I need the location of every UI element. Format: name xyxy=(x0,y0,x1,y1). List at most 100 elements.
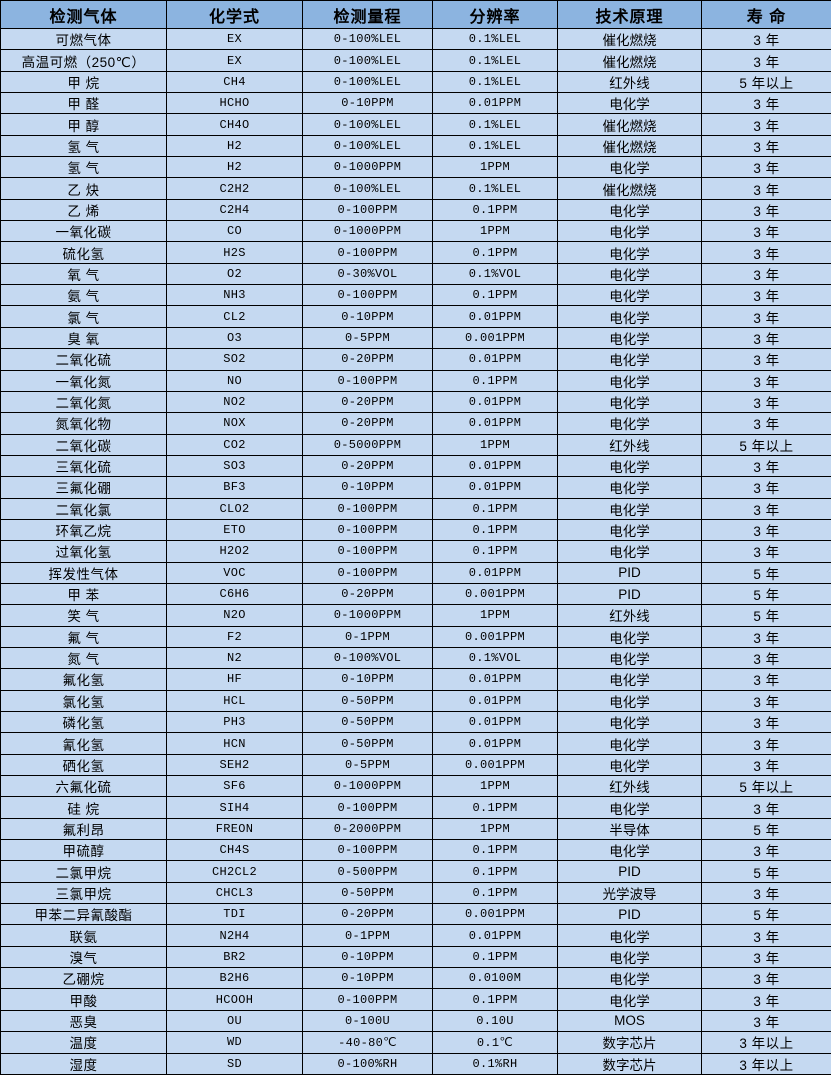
cell-res: 0.01PPM xyxy=(432,689,558,713)
cell-range: 0-1000PPM xyxy=(302,775,433,798)
cell-res: 0.1℃ xyxy=(432,1031,558,1054)
cell-life: 3 年 xyxy=(701,497,831,520)
cell-range: 0-50PPM xyxy=(302,710,433,734)
cell-gas: 甲酸 xyxy=(0,988,167,1011)
cell-tech: 电化学 xyxy=(557,412,702,435)
cell-formula: H2 xyxy=(166,134,303,158)
table-row: 硫化氢 H2S 0-100PPM 0.1PPM 电化学 3 年 xyxy=(0,241,831,264)
table-row: 过氧化氢 H2O2 0-100PPM 0.1PPM 电化学 3 年 xyxy=(0,540,831,563)
column-header-range: 检测量程 xyxy=(302,0,433,29)
table-row: 挥发性气体 VOC 0-100PPM 0.01PPM PID 5 年 xyxy=(0,561,831,584)
cell-range: 0-100PPM xyxy=(302,988,433,1011)
cell-range: 0-5PPM xyxy=(302,753,433,777)
cell-life: 3 年 xyxy=(701,839,831,862)
cell-gas: 二氧化氮 xyxy=(0,390,167,414)
cell-res: 0.10U xyxy=(432,1009,558,1033)
table-row: 氢 气 H2 0-100%LEL 0.1%LEL 催化燃烧 3 年 xyxy=(0,134,831,158)
table-row: 三氯甲烷 CHCL3 0-50PPM 0.1PPM 光学波导 3 年 xyxy=(0,881,831,905)
cell-life: 3 年 xyxy=(701,92,831,115)
cell-res: 0.01PPM xyxy=(432,305,558,328)
cell-formula: CH4O xyxy=(166,113,303,136)
cell-range: 0-20PPM xyxy=(302,348,433,371)
cell-formula: CH4S xyxy=(166,839,303,862)
cell-formula: C2H2 xyxy=(166,177,303,200)
cell-range: 0-100U xyxy=(302,1009,433,1033)
cell-tech: 半导体 xyxy=(557,817,702,841)
cell-formula: SF6 xyxy=(166,775,303,798)
table-row: 甲 醛 HCHO 0-10PPM 0.01PPM 电化学 3 年 xyxy=(0,92,831,115)
cell-range: 0-2000PPM xyxy=(302,817,433,841)
table-row: 臭 氧 O3 0-5PPM 0.001PPM 电化学 3 年 xyxy=(0,326,831,350)
cell-gas: 笑 气 xyxy=(0,604,167,627)
cell-life: 3 年 xyxy=(701,646,831,670)
cell-range: 0-50PPM xyxy=(302,689,433,713)
cell-tech: 红外线 xyxy=(557,433,702,456)
cell-formula: SIH4 xyxy=(166,796,303,819)
cell-tech: PID xyxy=(557,561,702,584)
table-row: 笑 气 N2O 0-1000PPM 1PPM 红外线 5 年 xyxy=(0,604,831,627)
cell-tech: 电化学 xyxy=(557,305,702,328)
cell-gas: 二氧化氯 xyxy=(0,497,167,520)
cell-life: 3 年 xyxy=(701,924,831,947)
cell-formula: NH3 xyxy=(166,284,303,307)
cell-gas: 挥发性气体 xyxy=(0,561,167,584)
cell-range: 0-100%LEL xyxy=(302,134,433,158)
cell-tech: PID xyxy=(557,582,702,606)
cell-gas: 氟化氢 xyxy=(0,668,167,691)
cell-gas: 硒化氢 xyxy=(0,753,167,777)
cell-range: -40-80℃ xyxy=(302,1031,433,1054)
table-body: 可燃气体 EX 0-100%LEL 0.1%LEL 催化燃烧 3 年高温可燃（250℃） E… xyxy=(0,27,831,1075)
cell-tech: 电化学 xyxy=(557,625,702,648)
cell-gas: 乙 烯 xyxy=(0,198,167,222)
cell-formula: EX xyxy=(166,27,303,51)
cell-range: 0-100PPM xyxy=(302,497,433,520)
cell-res: 0.1PPM xyxy=(432,839,558,862)
table-row: 二氧化碳 CO2 0-5000PPM 1PPM 红外线 5 年以上 xyxy=(0,433,831,456)
cell-formula: O2 xyxy=(166,262,303,286)
cell-tech: 电化学 xyxy=(557,988,702,1011)
cell-res: 0.01PPM xyxy=(432,732,558,755)
cell-res: 0.01PPM xyxy=(432,710,558,734)
table-row: 二氧化氯 CLO2 0-100PPM 0.1PPM 电化学 3 年 xyxy=(0,497,831,520)
cell-res: 0.001PPM xyxy=(432,753,558,777)
table-row: 甲硫醇 CH4S 0-100PPM 0.1PPM 电化学 3 年 xyxy=(0,839,831,862)
cell-gas: 氢 气 xyxy=(0,134,167,158)
table-row: 甲苯二异氰酸酯 TDI 0-20PPM 0.001PPM PID 5 年 xyxy=(0,903,831,926)
cell-tech: 电化学 xyxy=(557,326,702,350)
cell-tech: 电化学 xyxy=(557,369,702,392)
cell-life: 3 年 xyxy=(701,390,831,414)
cell-formula: HF xyxy=(166,668,303,691)
cell-gas: 过氧化氢 xyxy=(0,540,167,563)
table-row: 温度 WD -40-80℃ 0.1℃ 数字芯片 3 年以上 xyxy=(0,1031,831,1054)
cell-gas: 氟 气 xyxy=(0,625,167,648)
cell-gas: 甲苯二异氰酸酯 xyxy=(0,903,167,926)
cell-range: 0-30%VOL xyxy=(302,262,433,286)
cell-gas: 可燃气体 xyxy=(0,27,167,51)
cell-res: 0.01PPM xyxy=(432,348,558,371)
cell-gas: 乙硼烷 xyxy=(0,967,167,990)
cell-range: 0-100PPM xyxy=(302,540,433,563)
cell-res: 0.01PPM xyxy=(432,476,558,499)
cell-res: 0.1%VOL xyxy=(432,646,558,670)
cell-range: 0-100PPM xyxy=(302,369,433,392)
cell-res: 0.1PPM xyxy=(432,860,558,883)
cell-res: 0.1PPM xyxy=(432,198,558,222)
cell-life: 3 年 xyxy=(701,198,831,222)
cell-life: 3 年 xyxy=(701,732,831,755)
cell-formula: NO2 xyxy=(166,390,303,414)
cell-gas: 湿度 xyxy=(0,1052,167,1075)
table-row: 氧 气 O2 0-30%VOL 0.1%VOL 电化学 3 年 xyxy=(0,262,831,286)
cell-formula: H2O2 xyxy=(166,540,303,563)
column-header-technology: 技术原理 xyxy=(557,0,702,29)
cell-tech: 电化学 xyxy=(557,924,702,947)
cell-range: 0-100PPM xyxy=(302,839,433,862)
cell-gas: 一氧化氮 xyxy=(0,369,167,392)
cell-life: 3 年 xyxy=(701,156,831,179)
cell-range: 0-100%LEL xyxy=(302,70,433,94)
cell-formula: B2H6 xyxy=(166,967,303,990)
cell-res: 0.1PPM xyxy=(432,518,558,542)
cell-life: 3 年 xyxy=(701,369,831,392)
cell-tech: 电化学 xyxy=(557,518,702,542)
cell-res: 0.001PPM xyxy=(432,903,558,926)
cell-life: 3 年 xyxy=(701,284,831,307)
